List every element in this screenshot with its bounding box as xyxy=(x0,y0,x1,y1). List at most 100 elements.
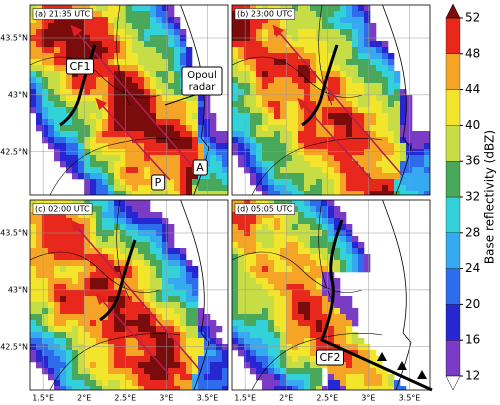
radar-cell xyxy=(156,278,163,285)
radar-cell xyxy=(72,77,79,84)
radar-cell xyxy=(84,326,91,333)
radar-cell xyxy=(120,314,127,321)
radar-cell xyxy=(36,218,43,225)
radar-cell xyxy=(138,29,145,36)
radar-cell xyxy=(138,95,145,102)
radar-cell xyxy=(358,77,365,84)
radar-cell xyxy=(84,356,91,363)
radar-cell xyxy=(102,125,109,132)
radar-cell xyxy=(156,296,163,303)
radar-cell xyxy=(286,113,293,120)
radar-cell xyxy=(262,143,269,150)
radar-cell xyxy=(192,284,199,291)
radar-cell xyxy=(132,101,139,108)
radar-cell xyxy=(394,155,401,162)
radar-cell xyxy=(60,344,67,351)
radar-cell xyxy=(328,185,335,192)
radar-cell xyxy=(108,17,115,24)
radar-cell xyxy=(222,386,228,390)
radar-cell xyxy=(150,107,157,114)
radar-cell xyxy=(132,290,139,297)
radar-cell xyxy=(114,242,121,249)
radar-cell xyxy=(268,344,275,351)
radar-cell xyxy=(102,113,109,120)
radar-cell xyxy=(120,5,127,12)
radar-cell xyxy=(328,5,335,12)
radar-cell xyxy=(322,386,329,390)
radar-cell xyxy=(114,5,121,12)
radar-cell xyxy=(168,266,175,273)
radar-cell xyxy=(340,224,347,231)
radar-cell xyxy=(180,53,187,60)
radar-cell xyxy=(256,326,263,333)
reflectivity-field xyxy=(232,5,430,195)
radar-cell xyxy=(174,260,181,267)
radar-cell xyxy=(216,149,223,156)
radar-cell xyxy=(286,314,293,321)
radar-cell xyxy=(84,143,91,150)
radar-cell xyxy=(132,242,139,249)
radar-cell xyxy=(36,260,43,267)
radar-cell xyxy=(168,320,175,327)
radar-cell xyxy=(174,83,181,90)
radar-cell xyxy=(262,284,269,291)
label-box xyxy=(32,203,93,215)
radar-cell xyxy=(346,179,353,186)
radar-cell xyxy=(238,47,245,54)
radar-cell xyxy=(144,272,151,279)
radar-cell xyxy=(108,296,115,303)
radar-cell xyxy=(268,278,275,285)
radar-cell xyxy=(42,368,49,375)
radar-cell xyxy=(60,23,67,30)
radar-cell xyxy=(256,362,263,369)
colorbar-segment xyxy=(445,161,461,198)
radar-cell xyxy=(78,266,85,273)
radar-cell xyxy=(250,47,257,54)
radar-cell xyxy=(96,200,103,207)
radar-cell xyxy=(174,23,181,30)
radar-cell xyxy=(66,167,73,174)
radar-cell xyxy=(382,41,389,48)
radar-cell xyxy=(36,290,43,297)
radar-cell xyxy=(232,314,239,321)
radar-cell xyxy=(238,224,245,231)
radar-cell xyxy=(168,59,175,66)
radar-cell xyxy=(352,95,359,102)
radar-cell xyxy=(30,326,37,333)
radar-cell xyxy=(180,161,187,168)
radar-cell xyxy=(256,41,263,48)
radar-cell xyxy=(418,131,425,138)
radar-cell xyxy=(370,179,377,186)
radar-cell xyxy=(316,380,323,387)
radar-cell xyxy=(244,320,251,327)
radar-cell xyxy=(286,290,293,297)
radar-cell xyxy=(90,113,97,120)
radar-cell xyxy=(376,143,383,150)
radar-cell xyxy=(120,368,127,375)
radar-cell xyxy=(72,47,79,54)
radar-cell xyxy=(280,41,287,48)
radar-cell xyxy=(358,380,365,387)
radar-cell xyxy=(352,386,359,390)
radar-cell xyxy=(96,278,103,285)
radar-cell xyxy=(292,71,299,78)
radar-cell xyxy=(358,149,365,156)
radar-cell xyxy=(132,47,139,54)
radar-cell xyxy=(310,191,317,195)
radar-cell xyxy=(48,320,55,327)
radar-cell xyxy=(138,302,145,309)
radar-cell xyxy=(292,212,299,219)
radar-cell xyxy=(322,185,329,192)
radar-cell xyxy=(310,344,317,351)
radar-cell xyxy=(72,260,79,267)
radar-cell xyxy=(42,314,49,321)
radar-cell xyxy=(150,161,157,168)
radar-cell xyxy=(120,167,127,174)
radar-cell xyxy=(168,185,175,192)
radar-cell xyxy=(262,113,269,120)
radar-cell xyxy=(244,131,251,138)
radar-cell xyxy=(102,302,109,309)
radar-cell xyxy=(126,290,133,297)
radar-cell xyxy=(262,242,269,249)
radar-cell xyxy=(192,380,199,387)
